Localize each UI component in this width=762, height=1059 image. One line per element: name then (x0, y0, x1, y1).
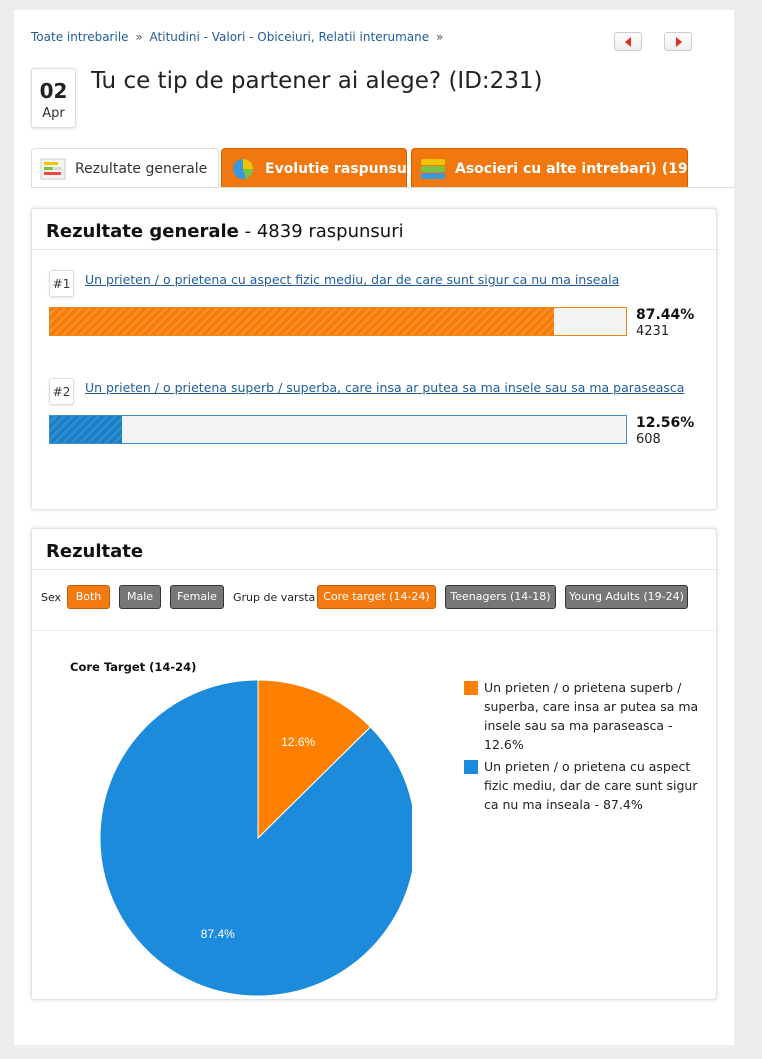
tab-label: Evolutie raspunsuri (265, 161, 419, 177)
filter-both-button[interactable]: Both (67, 585, 110, 609)
legend-item[interactable]: Un prieten / o prietena superb / superba… (464, 678, 704, 754)
tab-answer-evolution[interactable]: Evolutie raspunsuri (221, 148, 419, 188)
filter-teenagers-button[interactable]: Teenagers (14-18) (445, 585, 556, 609)
answer-link[interactable]: Un prieten / o prietena superb / superba… (85, 380, 685, 395)
filter-bar: Sex Both Male Female Grup de varsta Core… (32, 571, 716, 631)
page-container: Toate intrebarile » Atitudini - Valori -… (14, 10, 734, 1045)
legend-label: Un prieten / o prietena cu aspect fizic … (484, 759, 698, 812)
result-bar-fill (50, 416, 122, 443)
stacked-bars-icon (421, 159, 445, 179)
chart-title: Core Target (14-24) (70, 660, 197, 674)
legend-swatch (464, 681, 478, 695)
pie-slice[interactable] (99, 679, 412, 997)
general-results-panel: Rezultate generale - 4839 raspunsuri #1 … (31, 208, 717, 510)
results-chart-panel: Rezultate Sex Both Male Female Grup de v… (31, 528, 717, 1000)
breadcrumb: Toate intrebarile » Atitudini - Valori -… (31, 30, 446, 44)
legend-label: Un prieten / o prietena superb / superba… (484, 680, 699, 752)
sex-filter-label: Sex (41, 591, 62, 604)
tab-label: Asocieri cu alte intrebari) (194) (455, 161, 704, 177)
pie-chart: 12.6% 87.4% (99, 679, 412, 997)
pie-slice-label: 12.6% (281, 735, 315, 749)
page-title: Tu ce tip de partener ai alege? (ID:231) (91, 68, 543, 94)
tab-label: Rezultate generale (75, 161, 208, 177)
breadcrumb-separator: » (435, 30, 444, 44)
tab-divider (31, 187, 734, 188)
result-bar (49, 415, 627, 444)
answer-link[interactable]: Un prieten / o prietena cu aspect fizic … (85, 272, 620, 287)
bar-list-icon (40, 158, 66, 180)
legend-item[interactable]: Un prieten / o prietena cu aspect fizic … (464, 757, 704, 814)
answer-rank: #1 (49, 270, 74, 297)
panel-heading: Rezultate generale - 4839 raspunsuri (32, 209, 716, 250)
result-count: 4231 (636, 324, 670, 339)
pie-icon (233, 159, 253, 179)
panel-title: Rezultate generale (46, 221, 239, 242)
pie-slice[interactable] (257, 679, 372, 840)
filter-young-adults-button[interactable]: Young Adults (19-24) (565, 585, 688, 609)
breadcrumb-link-category[interactable]: Atitudini - Valori - Obiceiuri, Relatii … (149, 30, 430, 44)
answer-rank: #2 (49, 378, 74, 405)
result-bar-fill (50, 308, 554, 335)
chart-legend: Un prieten / o prietena superb / superba… (464, 678, 704, 817)
age-filter-label: Grup de varsta (233, 591, 316, 604)
panel-heading: Rezultate (32, 529, 716, 570)
filter-male-button[interactable]: Male (119, 585, 161, 609)
panel-title: Rezultate (46, 541, 144, 562)
result-percent: 12.56% (636, 415, 695, 431)
result-bar (49, 307, 627, 336)
pie-slice-label: 87.4% (201, 927, 235, 941)
tab-general-results[interactable]: Rezultate generale (31, 148, 219, 188)
date-badge: 02 Apr (31, 68, 76, 128)
previous-question-button[interactable] (614, 32, 642, 51)
date-month: Apr (42, 106, 65, 121)
tab-associations[interactable]: Asocieri cu alte intrebari) (194) (411, 148, 704, 188)
date-day: 02 (39, 79, 68, 103)
filter-female-button[interactable]: Female (170, 585, 224, 609)
legend-swatch (464, 760, 478, 774)
filter-core-target-button[interactable]: Core target (14-24) (317, 585, 436, 609)
result-percent: 87.44% (636, 307, 695, 323)
breadcrumb-link-all-questions[interactable]: Toate intrebarile (31, 30, 129, 44)
breadcrumb-separator: » (135, 30, 143, 44)
prev-arrow-icon (625, 37, 631, 47)
next-question-button[interactable] (664, 32, 692, 51)
result-count: 608 (636, 432, 661, 447)
response-count: - 4839 raspunsuri (244, 221, 404, 242)
next-arrow-icon (676, 37, 682, 47)
